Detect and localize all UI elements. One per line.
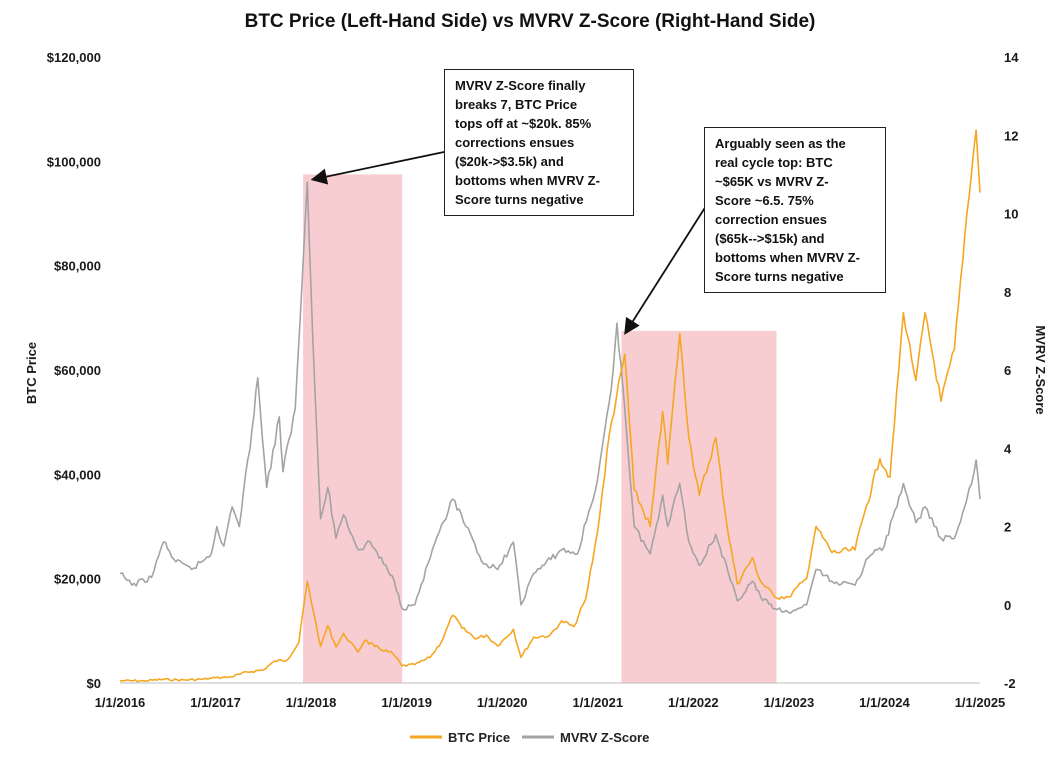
y-tick-label-right: 12 — [1004, 128, 1018, 143]
annotation-line: corrections ensues — [455, 135, 575, 150]
annotation-line: ($20k->$3.5k) and — [455, 154, 564, 169]
y-tick-label-left: $0 — [87, 676, 101, 691]
annotation-line: Score ~6.5. 75% — [715, 193, 814, 208]
shaded-region — [303, 174, 403, 683]
annotation-line: bottoms when MVRV Z- — [455, 173, 600, 188]
y-tick-label-left: $80,000 — [54, 259, 101, 274]
annotation-line: Score turns negative — [455, 192, 584, 207]
annotation-line: Arguably seen as the — [715, 136, 846, 151]
annotation-line: tops off at ~$20k. 85% — [455, 116, 592, 131]
annotation-line: real cycle top: BTC — [715, 155, 833, 170]
y-tick-label-right: 10 — [1004, 207, 1018, 222]
annotation-line: MVRV Z-Score finally — [455, 78, 586, 93]
y-tick-label-right: 8 — [1004, 285, 1011, 300]
shaded-region — [621, 330, 777, 683]
y-tick-label-left: $40,000 — [54, 467, 101, 482]
annotation-line: ($65k-->$15k) and — [715, 231, 825, 246]
x-tick-label: 1/1/2025 — [955, 695, 1006, 710]
y-tick-label-left: $60,000 — [54, 363, 101, 378]
annotation-line: bottoms when MVRV Z- — [715, 250, 860, 265]
annotation-arrow — [624, 205, 707, 335]
annotation-line: Score turns negative — [715, 269, 844, 284]
annotation-line: correction ensues — [715, 212, 827, 227]
annotation-line: ~$65K vs MVRV Z- — [715, 174, 829, 189]
x-tick-label: 1/1/2024 — [859, 695, 910, 710]
y-tick-label-left: $120,000 — [47, 50, 101, 65]
x-tick-label: 1/1/2021 — [572, 695, 623, 710]
y-axis-title-right: MVRV Z-Score — [1033, 325, 1048, 414]
annotation-box-2017-top: MVRV Z-Score finally breaks 7, BTC Price… — [444, 69, 634, 216]
x-tick-label: 1/1/2018 — [286, 695, 337, 710]
x-tick-label: 1/1/2017 — [190, 695, 241, 710]
y-tick-label-right: 2 — [1004, 520, 1011, 535]
chart-title: BTC Price (Left-Hand Side) vs MVRV Z-Sco… — [245, 11, 816, 32]
x-tick-label: 1/1/2023 — [764, 695, 815, 710]
x-tick-label: 1/1/2019 — [381, 695, 432, 710]
y-tick-label-right: -2 — [1004, 676, 1016, 691]
annotation-arrow — [310, 151, 445, 185]
y-axis-title-left: BTC Price — [24, 342, 39, 404]
annotation-line: breaks 7, BTC Price — [455, 97, 578, 112]
legend-label-mvrv: MVRV Z-Score — [560, 730, 649, 745]
x-tick-label: 1/1/2022 — [668, 695, 719, 710]
y-tick-label-left: $20,000 — [54, 572, 101, 587]
series-line-btc-price — [119, 129, 981, 683]
series-line-mvrv-z-score — [119, 181, 981, 614]
x-tick-label: 1/1/2020 — [477, 695, 528, 710]
y-tick-label-right: 0 — [1004, 598, 1011, 613]
legend: BTC Price MVRV Z-Score — [410, 730, 649, 745]
x-tick-label: 1/1/2016 — [95, 695, 146, 710]
legend-label-btc: BTC Price — [448, 730, 510, 745]
y-tick-label-right: 14 — [1004, 50, 1019, 65]
annotation-box-2021-top: Arguably seen as the real cycle top: BTC… — [704, 127, 886, 293]
y-tick-label-right: 4 — [1004, 441, 1012, 456]
y-tick-label-right: 6 — [1004, 363, 1011, 378]
y-tick-label-left: $100,000 — [47, 154, 101, 169]
